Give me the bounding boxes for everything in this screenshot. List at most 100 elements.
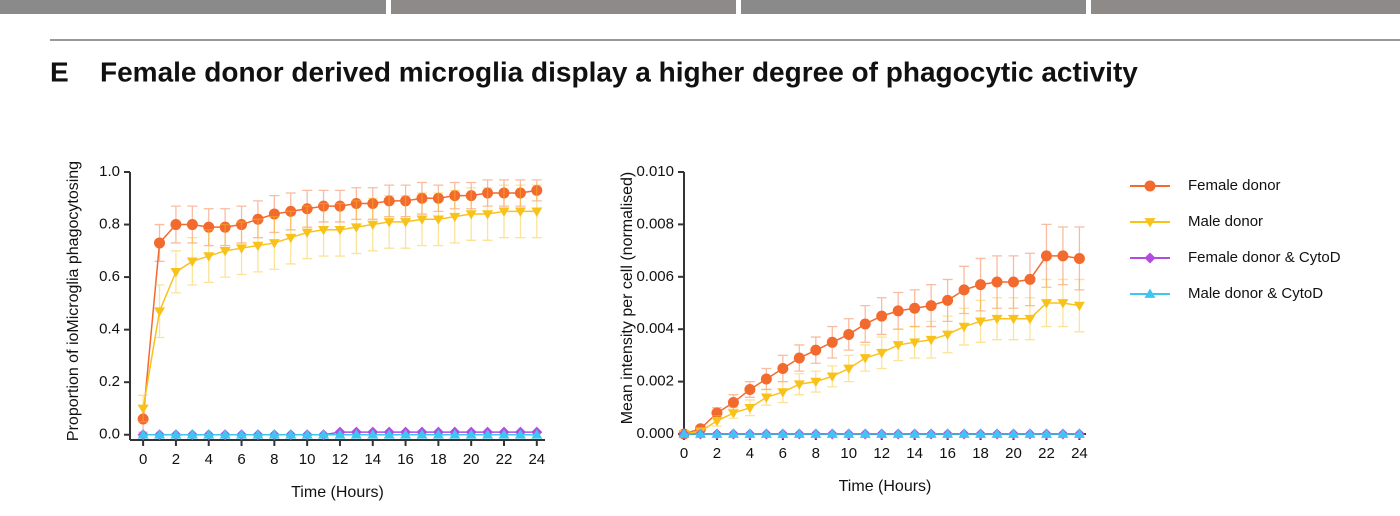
marker [909,428,921,438]
legend-label: Female donor [1188,177,1281,194]
legend-marker [1144,252,1156,264]
marker [350,429,362,439]
legend-marker [1144,180,1156,192]
marker [1040,250,1052,262]
marker [1057,428,1069,438]
marker [711,417,723,427]
y-tick-label: 0.6 [99,268,120,285]
marker [975,428,987,438]
x-tick-label: 12 [873,445,890,462]
marker [531,184,543,196]
marker [137,413,149,425]
marker [1040,299,1052,309]
marker [400,429,412,439]
y-tick-label: 0.010 [636,163,674,180]
x-tick-label: 24 [528,451,545,468]
marker [975,279,987,291]
marker [678,428,690,438]
marker [1040,428,1052,438]
x-tick-label: 10 [299,451,316,468]
marker [482,187,494,199]
marker [465,190,477,202]
marker [482,210,494,220]
marker [942,428,954,438]
x-tick-label: 8 [812,445,820,462]
marker [154,429,166,439]
x-axis-title: Time (Hours) [839,478,932,495]
marker [744,428,756,438]
marker [236,219,248,231]
marker [186,429,198,439]
x-tick-label: 16 [397,451,414,468]
marker [760,373,772,385]
marker [958,428,970,438]
y-tick-label: 0.004 [636,320,674,337]
marker [859,428,871,438]
marker [498,187,510,199]
marker [301,228,313,238]
panel-label: E [50,56,69,87]
marker [367,429,379,439]
y-tick-label: 0.008 [636,215,674,232]
marker [137,404,149,414]
marker [203,252,215,262]
figure-title: Female donor derived microglia display a… [100,56,1138,87]
y-tick-label: 0.0 [99,426,120,443]
y-tick-label: 0.006 [636,268,674,285]
marker [219,221,231,233]
marker [154,307,166,317]
x-tick-label: 14 [906,445,923,462]
marker [416,215,428,225]
marker [449,190,461,202]
marker [876,310,888,322]
marker [826,372,838,382]
marker [1024,273,1036,285]
marker [236,429,248,439]
marker [925,300,937,312]
marker [727,428,739,438]
x-tick-label: 22 [1038,445,1055,462]
x-tick-label: 6 [779,445,787,462]
marker [383,195,395,207]
marker [219,429,231,439]
marker [170,429,182,439]
x-tick-label: 16 [939,445,956,462]
marker [859,318,871,330]
marker [514,187,526,199]
marker [1008,428,1020,438]
legend-label: Male donor [1188,213,1263,230]
marker [1008,276,1020,288]
marker [203,221,215,233]
marker [432,429,444,439]
marker [843,364,855,374]
marker [514,207,526,217]
x-tick-label: 0 [139,451,147,468]
x-tick-label: 12 [332,451,349,468]
marker [498,429,510,439]
marker [1024,428,1036,438]
marker [744,383,756,395]
marker [301,429,313,439]
x-tick-label: 18 [972,445,989,462]
marker [203,429,215,439]
marker [383,218,395,228]
marker [268,429,280,439]
micrograph [391,0,736,14]
marker [449,429,461,439]
marker [186,257,198,267]
marker [892,428,904,438]
marker [876,348,888,359]
x-tick-label: 24 [1071,445,1088,462]
marker [810,377,822,388]
marker [826,336,838,348]
marker [514,429,526,439]
marker [909,302,921,314]
marker [942,330,954,340]
micrograph [741,0,1086,14]
marker [400,218,412,228]
legend-label: Female donor & CytoD [1188,249,1341,266]
marker [1073,428,1085,438]
x-tick-label: 4 [746,445,754,462]
marker [859,354,871,364]
micrograph [1091,0,1400,14]
